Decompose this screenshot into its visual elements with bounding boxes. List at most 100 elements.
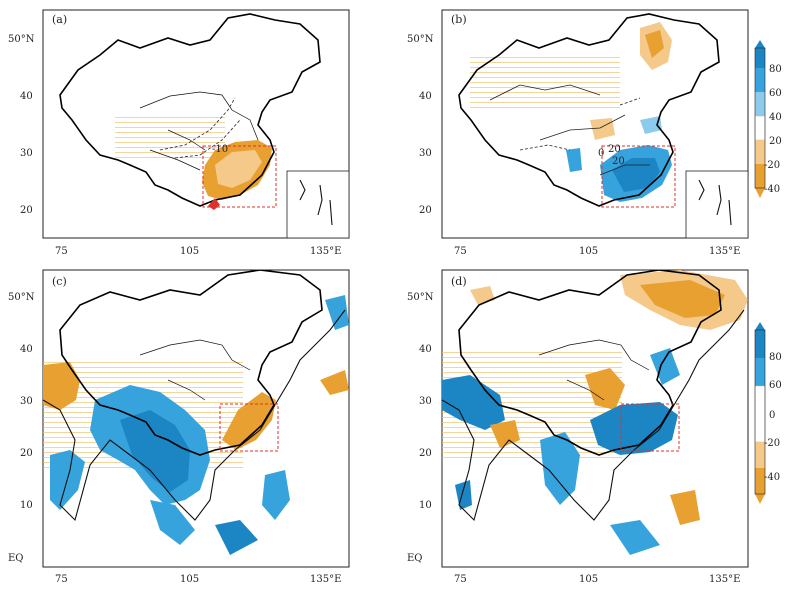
panel-a-xtick-105: 105 (180, 246, 199, 257)
panel-c-coastline (43, 309, 346, 522)
panel-c: (c) 50°N 40 30 20 10 EQ 75 105 135°E (8, 269, 350, 585)
panel-a-ytick-20: 20 (20, 205, 33, 216)
panel-c-philippines-blue (262, 470, 290, 520)
colorbar-top-swatch-20 (754, 115, 766, 141)
panel-b-xtick-75: 75 (454, 246, 467, 257)
colorbar-top-swatch-neg40 (755, 164, 765, 188)
panel-d-coastline (442, 309, 745, 522)
panel-d-west-blue (442, 375, 505, 430)
panel-c-xtick-105: 105 (180, 574, 199, 585)
panel-d-borneo-blue (610, 520, 660, 555)
panel-c-ytick-40: 40 (20, 344, 33, 355)
panel-d-se-china-blue (590, 402, 678, 455)
panel-c-ytick-eq: EQ (8, 553, 24, 564)
panel-b-ytick-30: 30 (419, 148, 432, 159)
colorbar-bottom-label-neg20: -20 (764, 438, 780, 449)
colorbar-bottom-label-80: 80 (769, 352, 782, 363)
colorbar-bottom-swatch-neg20 (755, 442, 765, 468)
colorbar-top-label-60: 60 (769, 88, 782, 99)
colorbar-top-swatch-80 (755, 48, 765, 68)
panel-a-hatching (115, 115, 225, 160)
panel-b-ytick-40: 40 (419, 91, 432, 102)
panel-b-negative-contours (519, 97, 641, 151)
panel-c-label: (c) (52, 275, 67, 288)
panel-a-xtick-135: 135°E (310, 246, 341, 257)
panel-c-study-box (219, 403, 279, 452)
panel-c-sea-blue-core (120, 410, 190, 492)
panel-a-ytick-50: 50°N (8, 34, 35, 45)
colorbar-bottom-label-neg40: -40 (764, 472, 780, 483)
panel-b: (b) 0 20 20 50°N 40 30 20 75 105 135°E (407, 9, 749, 257)
panel-c-borneo-blue (215, 520, 258, 555)
panel-d-ytick-20: 20 (419, 448, 432, 459)
panel-c-china-border (59, 270, 323, 456)
panel-d-korea-blue (650, 348, 680, 385)
panel-a-china-border (59, 13, 321, 207)
panel-a-south-china-sea-inset (286, 170, 349, 238)
panel-b-xtick-105: 105 (579, 246, 598, 257)
panel-c-ytick-30: 30 (20, 396, 33, 407)
panel-d-indochina-blue (540, 432, 580, 505)
panel-c-ytick-20: 20 (20, 448, 33, 459)
panel-d: (d) 50°N 40 30 20 10 EQ 75 105 135°E (407, 269, 749, 585)
colorbar-top-swatch-neg20 (755, 140, 765, 164)
panel-a-label: (a) (52, 13, 67, 26)
panel-a-xtick-75: 75 (55, 246, 68, 257)
panel-b-inset-islands (698, 179, 732, 226)
colorbar-top-arrow-up (755, 40, 765, 48)
panel-a: (a) -10 50°N 40 30 20 75 105 135°E (8, 9, 350, 257)
panel-b-ne-positive-core (645, 30, 664, 58)
colorbar-bottom-swatch-0 (754, 385, 766, 443)
colorbar-top-swatch-60 (755, 68, 765, 92)
panel-d-ne-orange-core (640, 280, 725, 318)
panel-d-ytick-40: 40 (419, 344, 432, 355)
panel-d-india-orange (490, 420, 520, 448)
panel-b-contour-label-0: 0 (598, 148, 604, 159)
panel-c-ne-blue (325, 295, 349, 330)
panel-b-ytick-50: 50°N (407, 34, 434, 45)
colorbar-top-label-80: 80 (769, 64, 782, 75)
colorbar-top-label-20: 20 (769, 136, 782, 147)
panel-d-xtick-105: 105 (579, 574, 598, 585)
panel-a-contour-label: -10 (212, 144, 228, 155)
panel-d-ytick-eq: EQ (407, 553, 423, 564)
panel-a-negative-contours (159, 97, 241, 159)
colorbar-top-swatch-40 (755, 92, 765, 116)
panel-b-study-box (601, 145, 676, 208)
panel-d-xtick-135: 135°E (709, 574, 740, 585)
panel-c-xtick-75: 75 (55, 574, 68, 585)
panel-b-contour-label-20b: 20 (612, 156, 625, 167)
panel-a-light-anomaly (215, 150, 262, 188)
colorbar-bottom-swatch-80 (755, 330, 765, 358)
panel-b-hatching (470, 55, 620, 110)
colorbar-top-label-40: 40 (769, 112, 782, 123)
colorbar-bottom-swatch-60 (755, 358, 765, 386)
panel-b-china-border (458, 13, 720, 207)
panel-d-china-border (458, 270, 722, 456)
colorbar-bottom-label-60: 60 (769, 380, 782, 391)
panel-c-west-orange (43, 362, 80, 410)
colorbar-top: 80 60 40 20 -20 -40 (754, 40, 782, 198)
panel-b-xtick-135: 135°E (709, 246, 740, 257)
colorbar-bottom: 80 60 0 -20 -40 (754, 322, 782, 504)
panel-b-ytick-20: 20 (419, 205, 432, 216)
panel-a-ytick-40: 40 (20, 91, 33, 102)
panel-b-positive-contours (489, 84, 650, 176)
colorbar-bottom-arrow-down (755, 494, 765, 504)
panel-c-ytick-10: 10 (20, 500, 33, 511)
colorbar-top-frame (754, 47, 766, 189)
panel-d-ytick-10: 10 (419, 500, 432, 511)
colorbar-top-arrow-down (755, 188, 765, 198)
colorbar-top-label-neg20: -20 (764, 160, 780, 171)
panel-b-label: (b) (451, 13, 467, 26)
panel-a-study-box (202, 145, 277, 208)
panel-b-south-china-sea-inset (685, 170, 748, 238)
colorbar-bottom-arrow-up (755, 322, 765, 330)
panel-c-ytick-50: 50°N (8, 292, 35, 303)
panel-d-ytick-30: 30 (419, 396, 432, 407)
colorbar-bottom-swatch-neg40 (755, 468, 765, 494)
panel-c-indonesia-blue (150, 500, 195, 545)
panel-b-w-blue (566, 148, 582, 172)
panel-d-label: (d) (451, 275, 467, 288)
panel-d-province-lines (538, 339, 650, 401)
